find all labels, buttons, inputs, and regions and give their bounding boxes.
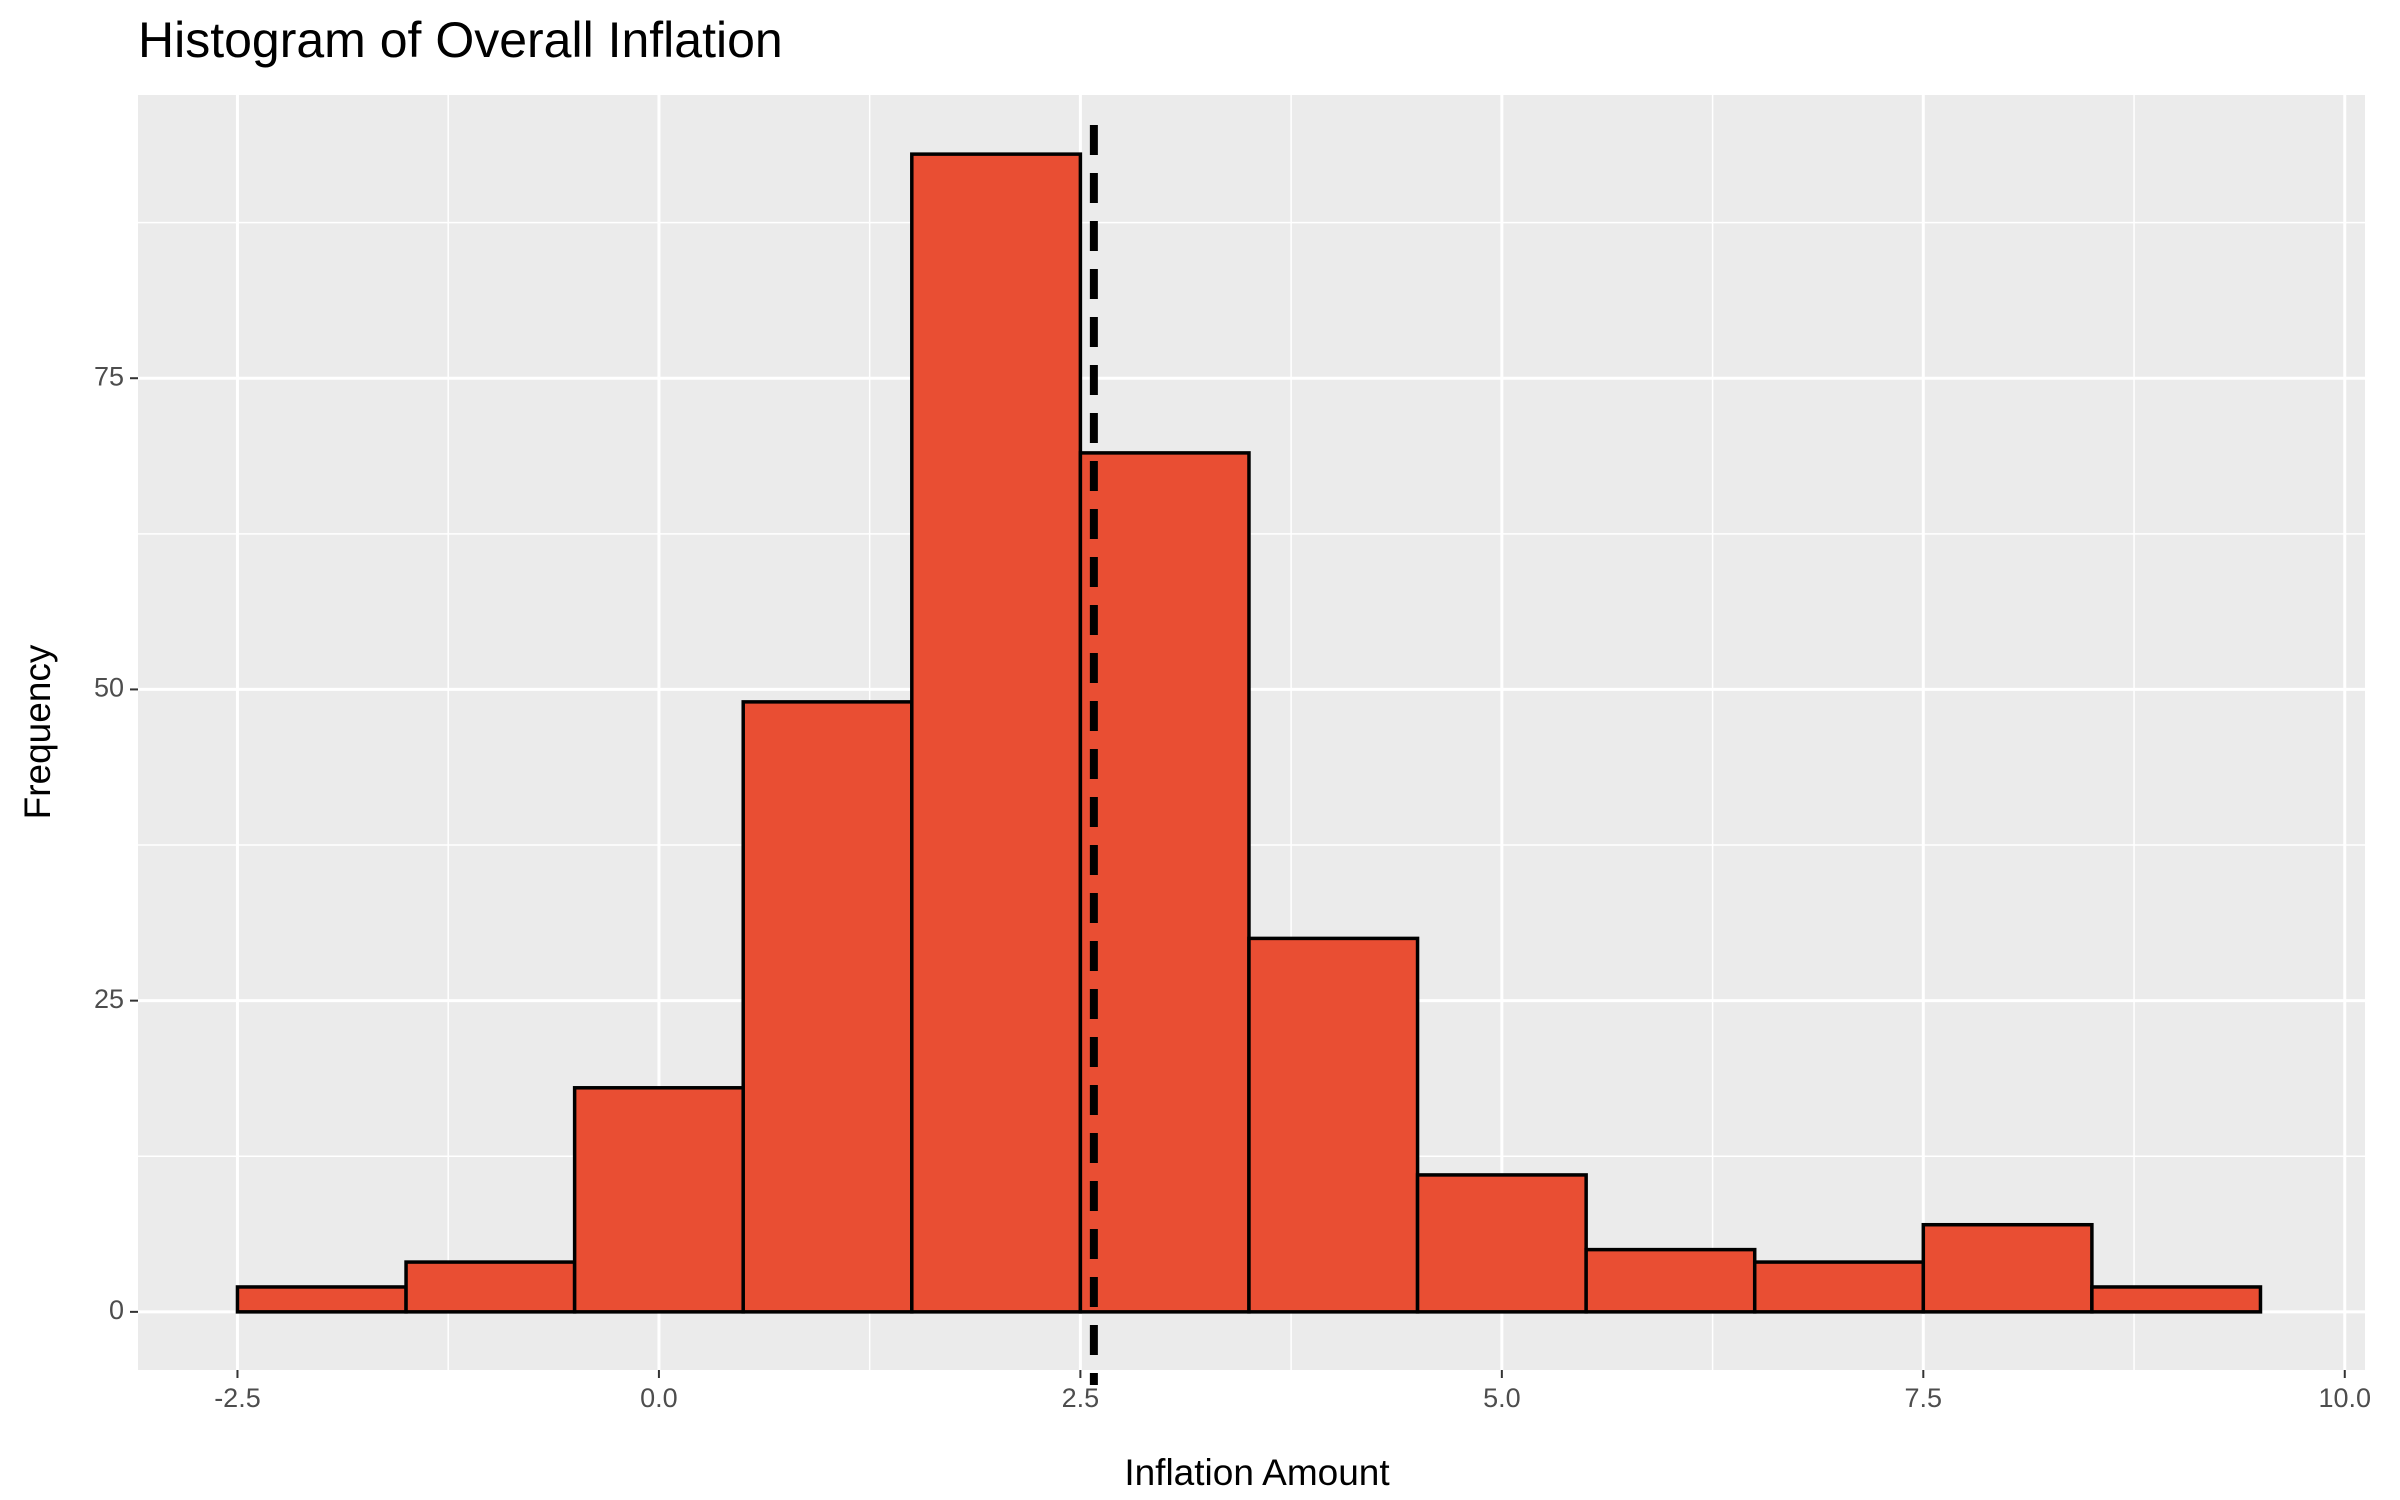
bar — [1921, 1222, 2094, 1314]
bar — [1078, 451, 1251, 1314]
x-axis-title: Inflation Amount — [1124, 1452, 1390, 1493]
y-tick-label: 25 — [94, 984, 124, 1014]
y-tick-label: 50 — [94, 673, 124, 703]
bar — [404, 1260, 577, 1314]
x-tick-label: 7.5 — [1905, 1383, 1943, 1413]
y-axis-title: Frequency — [17, 644, 58, 819]
bar — [1584, 1247, 1757, 1314]
bar — [235, 1285, 408, 1314]
x-tick-label: 0.0 — [640, 1383, 678, 1413]
x-tick-label: 10.0 — [2318, 1383, 2371, 1413]
bar — [1415, 1173, 1588, 1314]
bar — [2090, 1285, 2263, 1314]
x-tick-label: -2.5 — [214, 1383, 261, 1413]
y-tick-label: 75 — [94, 361, 124, 391]
y-tick-label: 0 — [109, 1295, 124, 1325]
bar — [741, 700, 914, 1314]
bar — [910, 152, 1083, 1314]
bar — [572, 1086, 745, 1314]
bar — [1247, 936, 1420, 1314]
bar — [1752, 1260, 1926, 1314]
chart-title: Histogram of Overall Inflation — [138, 12, 783, 68]
x-tick-label: 5.0 — [1483, 1383, 1521, 1413]
x-tick-label: 2.5 — [1062, 1383, 1100, 1413]
